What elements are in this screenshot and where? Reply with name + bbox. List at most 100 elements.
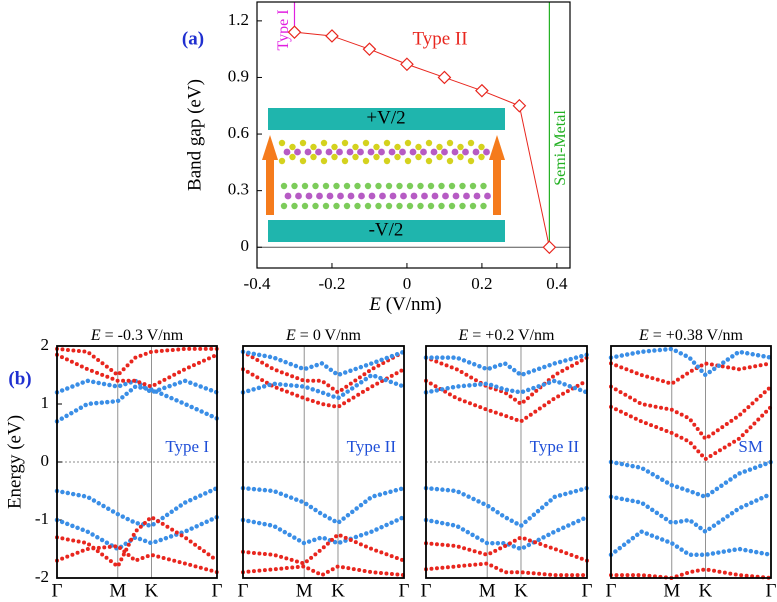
band-type-label: Type II (530, 437, 580, 456)
band (424, 561, 589, 578)
atom (291, 202, 298, 210)
atom (326, 192, 334, 200)
atom (364, 182, 372, 190)
atom (368, 192, 376, 200)
atom (469, 202, 477, 210)
atom (389, 192, 397, 200)
atom (480, 202, 487, 210)
atom (427, 202, 435, 210)
inset: +V/2 -V/2 (262, 107, 505, 242)
x-tick-label: 0.4 (546, 274, 568, 293)
atom (457, 153, 464, 161)
atom (431, 192, 439, 200)
x-tick-label: M (479, 580, 496, 601)
atom (394, 143, 401, 151)
atom (417, 202, 424, 210)
atom (442, 192, 449, 200)
band (241, 532, 406, 566)
atom (457, 143, 464, 151)
band-type-label: Type I (165, 437, 209, 456)
plot-frame (56, 345, 218, 579)
x-axis-label-text: (V/nm) (381, 294, 442, 315)
y-tick-label: 2 (41, 335, 50, 354)
band (241, 367, 406, 410)
atom (316, 192, 323, 200)
atom (396, 202, 403, 210)
atom (299, 139, 307, 147)
y-tick-label: 0.3 (228, 180, 249, 199)
region-annotation: Type II (412, 28, 467, 49)
atom (484, 192, 491, 200)
y-tick-label: 0.9 (228, 66, 249, 85)
atom (278, 139, 286, 147)
atom (385, 182, 393, 190)
band (55, 544, 219, 575)
region-label: Semi-Metal (552, 110, 569, 186)
panel-title-text: = -0.3 V/nm (101, 327, 184, 344)
atom (483, 148, 490, 156)
atom (362, 139, 370, 147)
y-tick-label: 0.6 (228, 123, 249, 142)
x-axis-label-var: E (368, 294, 381, 315)
atom (362, 157, 370, 165)
atom (406, 202, 414, 210)
atom (425, 139, 433, 147)
y-axis-label: Band gap (eV) (184, 79, 205, 191)
atom (378, 148, 385, 156)
atom (346, 148, 354, 156)
atom (289, 143, 296, 151)
x-tick-label: K (331, 580, 345, 601)
atom (451, 148, 459, 156)
atom (409, 148, 417, 156)
atom (427, 182, 435, 190)
x-tick-label: Γ (399, 580, 410, 601)
x-tick-label: M (109, 580, 126, 601)
band (54, 384, 220, 424)
x-tick-label: K (514, 580, 528, 601)
data-point (512, 98, 527, 113)
atom (352, 153, 359, 161)
atom (358, 192, 365, 200)
atom (480, 182, 487, 190)
atom (446, 139, 454, 147)
plot-frame (610, 345, 772, 579)
atom (404, 157, 412, 165)
atom (467, 139, 475, 147)
atom (289, 153, 296, 161)
atom (459, 182, 466, 190)
atom (325, 148, 333, 156)
band (241, 564, 406, 578)
atom (420, 148, 427, 156)
atom (343, 202, 351, 210)
atom (452, 192, 460, 200)
plate-bottom-label: -V/2 (369, 219, 404, 240)
atom (352, 143, 359, 151)
plate-bottom (268, 220, 505, 242)
atom (383, 139, 391, 147)
atom (333, 182, 340, 190)
band (423, 514, 590, 552)
band (424, 378, 589, 424)
panel-title-text: = +0.38 V/nm (649, 327, 744, 344)
x-tick-label: -0.2 (319, 274, 346, 293)
atom (322, 202, 330, 210)
atom (278, 157, 286, 165)
y-tick-label: 0 (241, 236, 250, 255)
band (608, 491, 774, 535)
band (54, 514, 220, 552)
atom (301, 182, 309, 190)
field-arrow-head (489, 135, 505, 160)
atom (430, 148, 438, 156)
atom (341, 139, 349, 147)
band (55, 346, 219, 378)
panel-title-text: = +0.2 V/nm (468, 327, 555, 344)
x-tick-label: M (663, 580, 680, 601)
band (424, 535, 589, 563)
atom (469, 182, 477, 190)
atom (375, 202, 382, 210)
x-tick-label: Γ (606, 580, 617, 601)
atom (400, 192, 407, 200)
band (240, 372, 407, 401)
atom (312, 182, 319, 190)
